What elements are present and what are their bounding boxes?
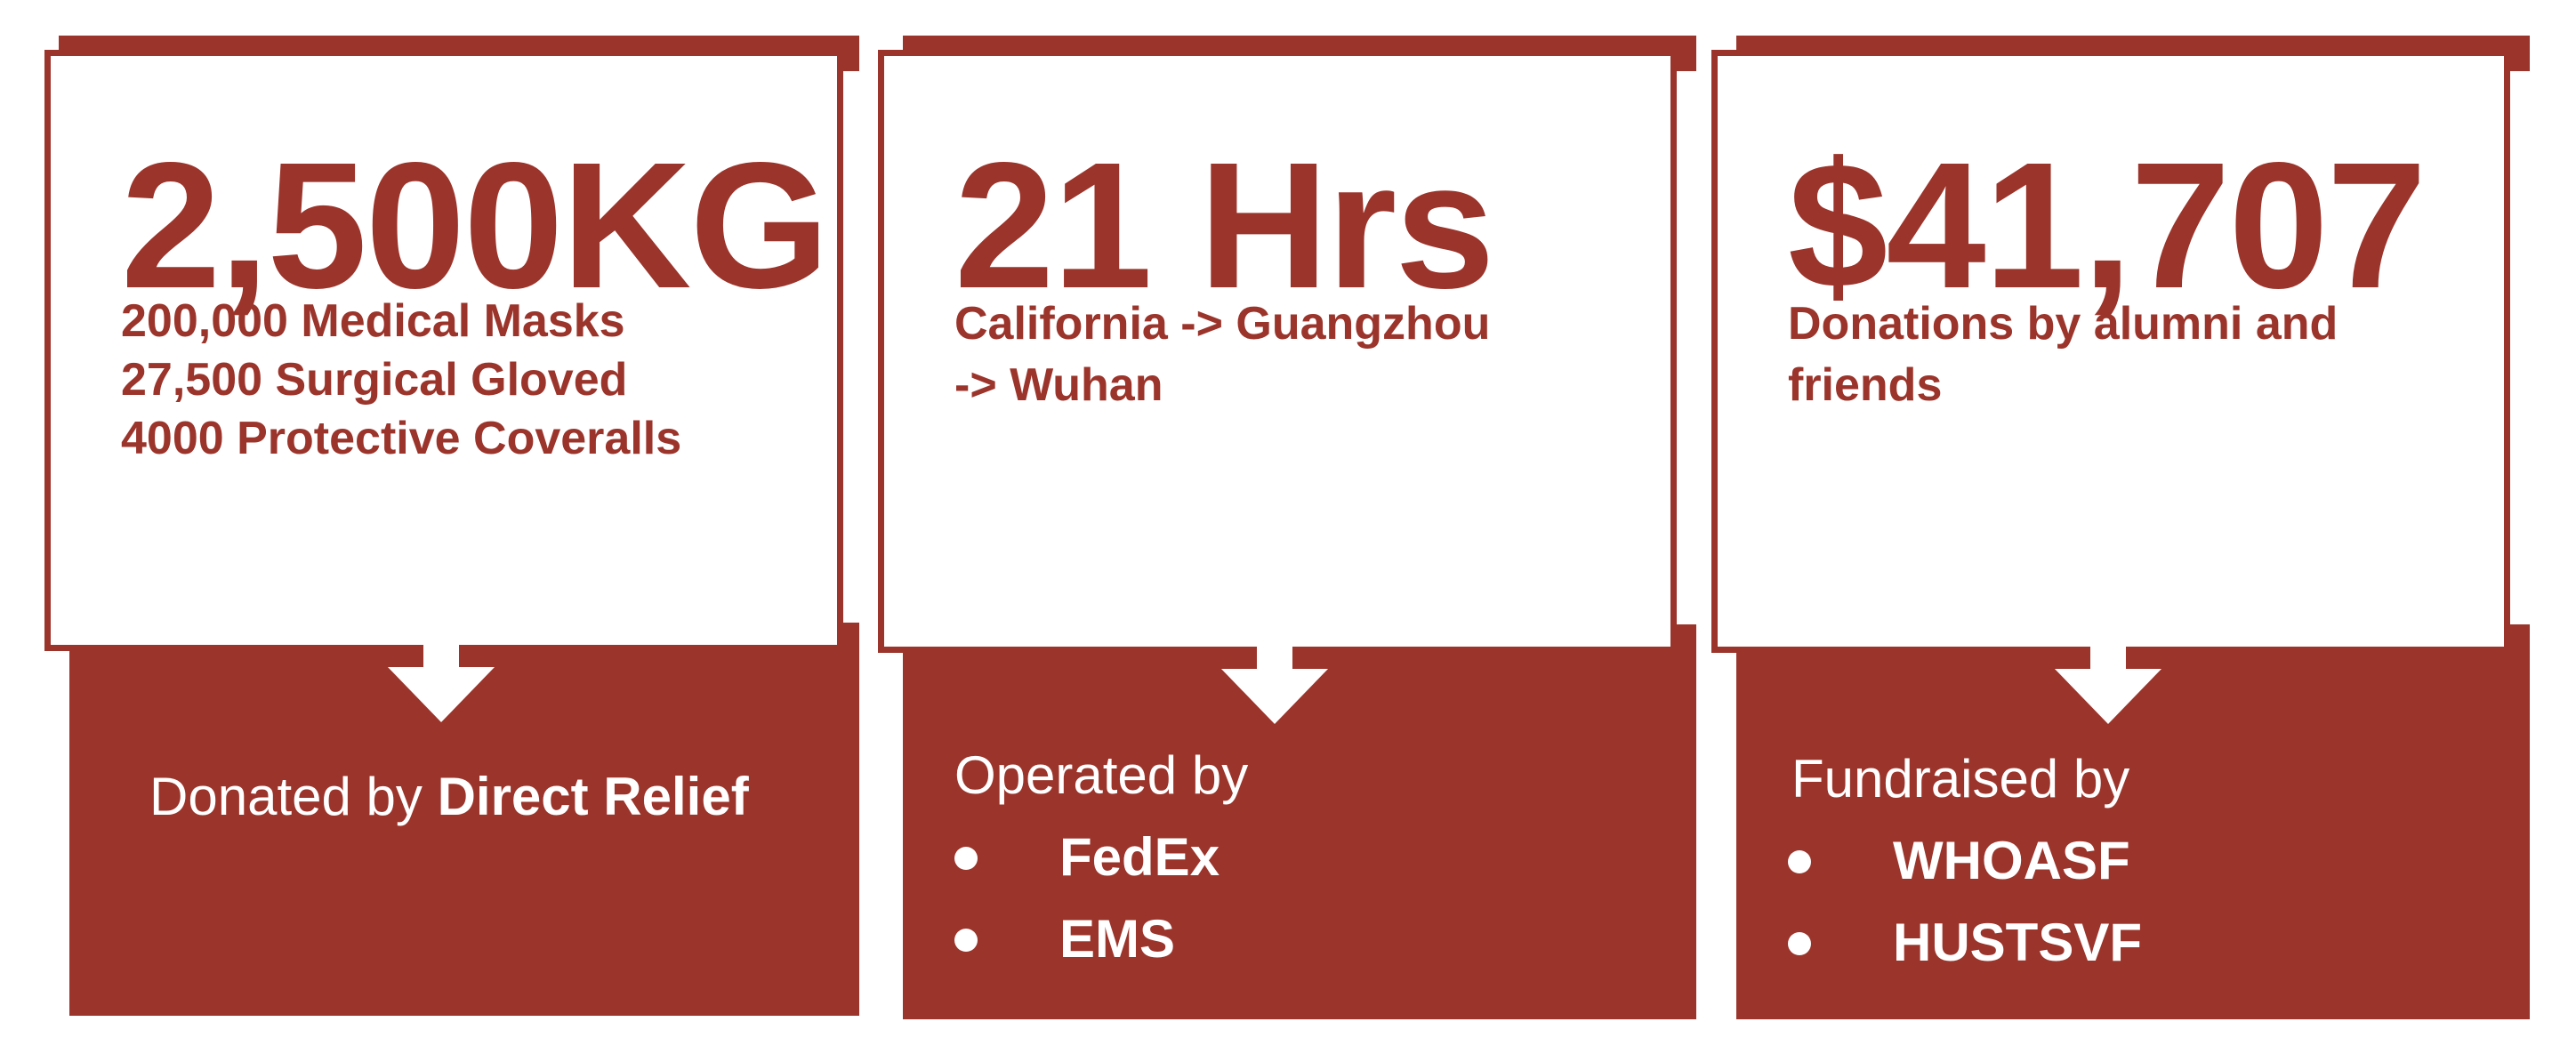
detail-line: 4000 Protective Coveralls: [121, 413, 682, 465]
stat-card-time: 21 Hrs California -> Guangzhou -> Wuhan …: [841, 0, 1696, 1062]
stat-details: California -> Guangzhou -> Wuhan: [954, 294, 1490, 416]
down-arrow-icon: [2055, 646, 2161, 724]
bullet-icon: [1788, 932, 1811, 955]
bullet-icon: [1788, 850, 1811, 873]
bullet-icon: [954, 929, 978, 952]
donor-prefix: Donated by: [149, 767, 438, 826]
stat-value: 2,500KG: [121, 125, 829, 326]
fundraiser-name: HUSTSVF: [1893, 913, 2143, 972]
stat-value: 21 Hrs: [954, 125, 1495, 326]
operator-name: EMS: [1059, 909, 1176, 969]
donor-text: Donated by Direct Relief: [149, 765, 749, 829]
donor-name: Direct Relief: [437, 767, 749, 826]
card-panel: [44, 50, 843, 651]
down-arrow-icon: [1221, 646, 1328, 724]
down-arrow-icon: [388, 644, 495, 722]
stat-details: Donations by alumni and friends: [1788, 294, 2338, 416]
detail-line: Donations by alumni and: [1788, 298, 2339, 350]
detail-line: 27,500 Surgical Gloved: [121, 354, 628, 406]
stat-card-weight: 2,500KG 200,000 Medical Masks 27,500 Sur…: [0, 0, 859, 1062]
detail-line: -> Wuhan: [954, 359, 1163, 412]
stat-value: $41,707: [1788, 125, 2427, 326]
fundraiser-heading: Fundraised by: [1791, 749, 2130, 809]
operator-heading: Operated by: [954, 745, 1249, 805]
detail-line: 200,000 Medical Masks: [121, 295, 625, 347]
detail-line: friends: [1788, 359, 1943, 412]
fundraiser-name: WHOASF: [1893, 831, 2130, 890]
bullet-icon: [954, 847, 978, 870]
operator-name: FedEx: [1059, 827, 1220, 887]
detail-line: California -> Guangzhou: [954, 298, 1491, 350]
stat-card-funds: $41,707 Donations by alumni and friends …: [1674, 0, 2530, 1062]
stat-details: 200,000 Medical Masks 27,500 Surgical Gl…: [121, 292, 681, 468]
card-panel: [1711, 50, 2510, 653]
